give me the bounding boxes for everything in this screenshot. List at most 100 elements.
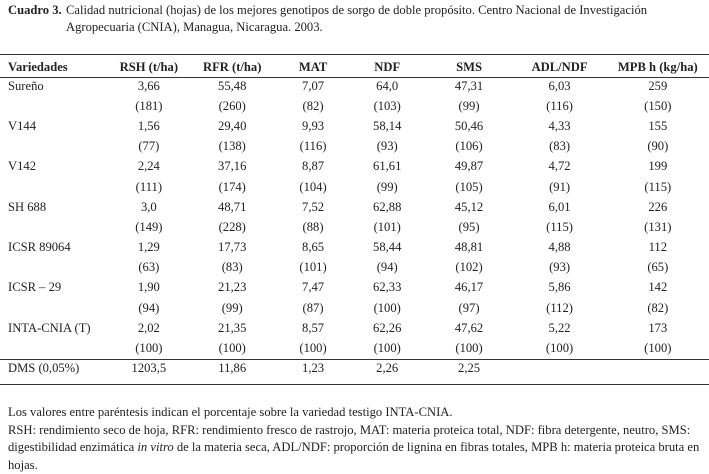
caption-text: Calidad nutricional (hojas) de los mejor…	[66, 2, 696, 36]
empty-cell	[0, 96, 110, 116]
percentage-cell: (99)	[426, 96, 513, 116]
column-header: Variedades	[0, 58, 110, 76]
percentage-cell: (97)	[426, 298, 513, 318]
empty-cell	[0, 298, 110, 318]
percentage-row: (94)(99)(87)(100)(97)(112)(82)	[0, 298, 709, 318]
value-cell: 9,93	[277, 116, 349, 136]
percentage-cell: (82)	[277, 96, 349, 116]
value-cell: 62,33	[349, 278, 426, 298]
percentage-cell: (115)	[513, 217, 607, 237]
percentage-cell: (63)	[110, 258, 187, 278]
value-cell: 49,87	[426, 157, 513, 177]
percentage-cell: (116)	[513, 96, 607, 116]
variety-name: ICSR 89064	[0, 238, 110, 258]
value-cell: 47,31	[426, 76, 513, 96]
column-header: NDF	[349, 58, 426, 76]
empty-cell	[0, 137, 110, 157]
value-cell: 5,86	[513, 278, 607, 298]
value-cell: 2,24	[110, 157, 187, 177]
value-cell: 4,72	[513, 157, 607, 177]
value-cell: 173	[607, 318, 709, 338]
percentage-cell: (99)	[349, 177, 426, 197]
empty-cell	[0, 177, 110, 197]
value-cell: 259	[607, 76, 709, 96]
value-cell: 3,0	[110, 197, 187, 217]
percentage-cell: (94)	[349, 258, 426, 278]
percentage-cell: (91)	[513, 177, 607, 197]
top-rule	[0, 54, 709, 55]
value-cell: 48,81	[426, 238, 513, 258]
percentage-cell: (116)	[277, 137, 349, 157]
percentage-cell: (138)	[187, 137, 277, 157]
variety-name: V142	[0, 157, 110, 177]
value-cell: 50,46	[426, 116, 513, 136]
percentage-cell: (100)	[277, 338, 349, 358]
percentage-cell: (106)	[426, 137, 513, 157]
percentage-cell: (100)	[349, 338, 426, 358]
percentage-row: (77)(138)(116)(93)(106)(83)(90)	[0, 137, 709, 157]
percentage-cell: (100)	[349, 298, 426, 318]
value-cell: 142	[607, 278, 709, 298]
value-cell: 8,87	[277, 157, 349, 177]
column-header: RFR (t/ha)	[187, 58, 277, 76]
empty-cell	[0, 217, 110, 237]
value-cell: 45,12	[426, 197, 513, 217]
value-cell: 48,71	[187, 197, 277, 217]
value-cell: 4,88	[513, 238, 607, 258]
column-header: ADL/NDF	[513, 58, 607, 76]
value-cell: 7,07	[277, 76, 349, 96]
value-cell: 8,57	[277, 318, 349, 338]
column-header: RSH (t/ha)	[110, 58, 187, 76]
percentage-cell: (174)	[187, 177, 277, 197]
value-cell: 4,33	[513, 116, 607, 136]
value-cell: 21,23	[187, 278, 277, 298]
footnote-percentage: Los valores entre paréntesis indican el …	[8, 404, 708, 422]
dms-cell	[607, 359, 709, 379]
value-cell: 55,48	[187, 76, 277, 96]
dms-cell: 2,25	[426, 359, 513, 379]
value-cell: 1,90	[110, 278, 187, 298]
value-cell: 62,26	[349, 318, 426, 338]
variety-name: Sureño	[0, 76, 110, 96]
value-cell: 226	[607, 197, 709, 217]
percentage-cell: (102)	[426, 258, 513, 278]
value-cell: 199	[607, 157, 709, 177]
percentage-cell: (100)	[187, 338, 277, 358]
percentage-row: (181)(260)(82)(103)(99)(116)(150)	[0, 96, 709, 116]
value-cell: 5,22	[513, 318, 607, 338]
percentage-cell: (100)	[110, 338, 187, 358]
dms-cell: 2,26	[349, 359, 426, 379]
variety-name: SH 688	[0, 197, 110, 217]
percentage-cell: (105)	[426, 177, 513, 197]
value-cell: 58,14	[349, 116, 426, 136]
column-header: MAT	[277, 58, 349, 76]
table-caption: Cuadro 3. Calidad nutricional (hojas) de…	[8, 2, 708, 36]
value-cell: 58,44	[349, 238, 426, 258]
percentage-cell: (87)	[277, 298, 349, 318]
percentage-cell: (82)	[607, 298, 709, 318]
value-cell: 21,35	[187, 318, 277, 338]
value-cell: 29,40	[187, 116, 277, 136]
percentage-cell: (100)	[513, 338, 607, 358]
percentage-cell: (111)	[110, 177, 187, 197]
bottom-rule	[0, 384, 709, 385]
percentage-cell: (103)	[349, 96, 426, 116]
value-cell: 7,47	[277, 278, 349, 298]
percentage-cell: (83)	[187, 258, 277, 278]
empty-cell	[0, 338, 110, 358]
value-cell: 37,16	[187, 157, 277, 177]
percentage-cell: (100)	[607, 338, 709, 358]
percentage-cell: (260)	[187, 96, 277, 116]
dms-label: DMS (0,05%)	[0, 359, 110, 379]
dms-cell	[513, 359, 607, 379]
value-cell: 2,02	[110, 318, 187, 338]
value-cell: 3,66	[110, 76, 187, 96]
value-cell: 47,62	[426, 318, 513, 338]
percentage-cell: (95)	[426, 217, 513, 237]
